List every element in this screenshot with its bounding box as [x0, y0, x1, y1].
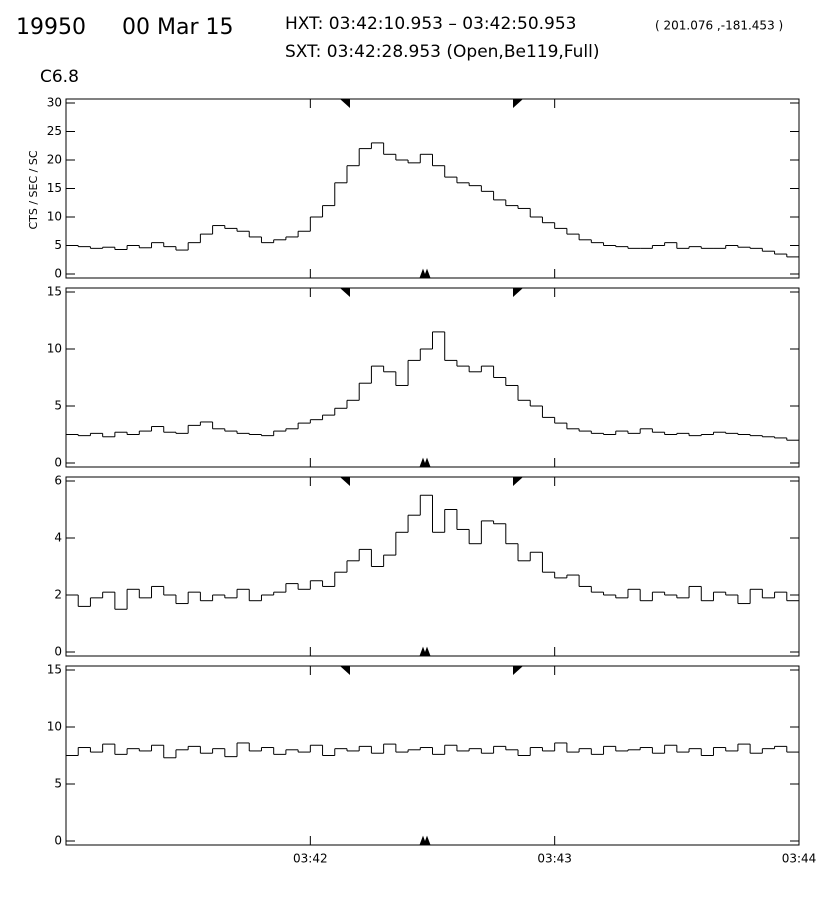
date: 00 Mar 15: [122, 15, 233, 40]
x-tick-label: 03:42: [293, 852, 328, 866]
interval-marker: [513, 288, 523, 297]
y-tick-label: 25: [47, 124, 62, 138]
y-axis-label: CTS / SEC / SC: [27, 150, 40, 229]
y-tick-label: 0: [54, 267, 62, 281]
y-tick-label: 10: [47, 342, 62, 356]
interval-marker: [340, 288, 350, 297]
x-tick-label: 03:43: [537, 852, 572, 866]
y-tick-label: 6: [54, 474, 62, 488]
y-tick-label: 15: [47, 285, 62, 299]
sxt-info: SXT: 03:42:28.953 (Open,Be119,Full): [285, 42, 600, 62]
sxt-marker: [419, 268, 431, 279]
plot-frame: [65, 98, 800, 279]
y-tick-label: 0: [54, 834, 62, 848]
interval-marker: [513, 99, 523, 108]
interval-marker: [340, 477, 350, 486]
y-tick-label: 30: [47, 96, 62, 110]
x-tick-label: 03:44: [782, 852, 816, 866]
interval-marker: [513, 666, 523, 675]
goes-class: C6.8: [40, 67, 79, 87]
plot-frame: [65, 287, 800, 468]
sxt-marker: [419, 835, 431, 846]
y-tick-label: 5: [54, 777, 62, 791]
y-tick-label: 15: [47, 181, 62, 195]
y-tick-label: 10: [47, 210, 62, 224]
y-tick-label: 5: [54, 238, 62, 252]
y-tick-label: 15: [47, 663, 62, 677]
y-tick-label: 0: [54, 456, 62, 470]
plot-frame: [65, 476, 800, 657]
interval-marker: [340, 99, 350, 108]
event-number: 19950: [16, 15, 86, 40]
sxt-marker: [419, 457, 431, 468]
y-tick-label: 20: [47, 153, 62, 167]
y-tick-label: 10: [47, 720, 62, 734]
y-tick-label: 0: [54, 645, 62, 659]
y-tick-label: 5: [54, 399, 62, 413]
interval-marker: [340, 666, 350, 675]
y-tick-label: 2: [54, 588, 62, 602]
interval-marker: [513, 477, 523, 486]
y-tick-label: 4: [54, 531, 62, 545]
position: ( 201.076 ,-181.453 ): [655, 19, 783, 33]
sxt-marker: [419, 646, 431, 657]
hxt-interval: HXT: 03:42:10.953 – 03:42:50.953: [285, 14, 577, 34]
